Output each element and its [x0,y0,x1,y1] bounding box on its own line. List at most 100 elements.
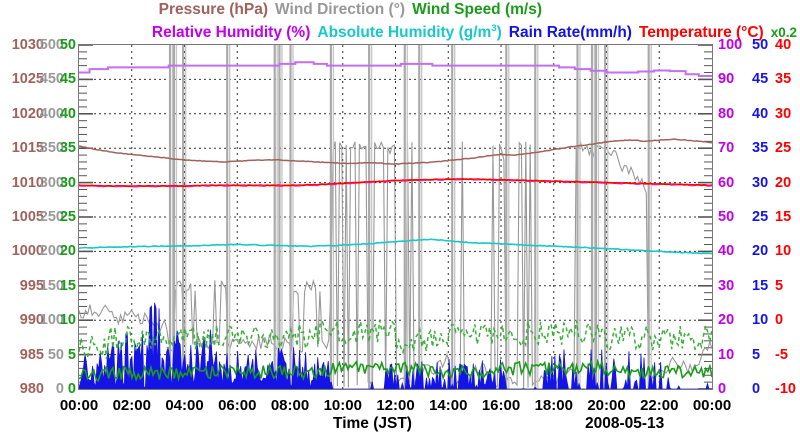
left-axis-pressure-tick: 980 [19,380,44,397]
right-axis-temperature-tick: 10 [775,243,792,260]
legend-absolute-humidity-text: Absolute Humidity (g/m [317,24,492,42]
x-axis-tick: 22:00 [640,397,679,414]
right-axis-relative_humidity-tick: 100 [718,36,743,53]
left-axis-pressure-tick: 1000 [11,243,44,260]
left-axis-wind_direction-tick: 150 [39,277,64,294]
right-axis-rain_rate-tick: 45 [752,71,769,88]
left-axis-wind_direction-tick: 200 [39,243,64,260]
left-axis-wind_speed-tick: 5 [67,346,76,363]
x-axis-tick: 06:00 [218,397,257,414]
left-axis-wind_direction-tick: 0 [55,380,64,397]
legend-relative-humidity: Relative Humidity (%) [151,24,311,42]
plot-area [78,44,713,390]
right-axis-temperature-tick: 25 [775,139,792,156]
left-axis-wind_direction-tick: 50 [47,346,64,363]
x-axis-tick: 04:00 [165,397,204,414]
x-axis-tick: 00:00 [692,397,732,414]
legend-pressure: Pressure (hPa) [158,1,269,18]
x-axis-date: 2008-05-13 [585,415,665,432]
right-axis-rain_rate-tick: 40 [752,105,769,122]
right-axis-relative_humidity-tick: 50 [718,208,735,225]
series-wind-direction [79,140,712,389]
legend-temperature: Temperature (°C) [638,24,764,42]
left-axis-wind_direction-tick: 400 [39,105,64,122]
left-axis-pressure-tick: 1015 [11,139,44,156]
left-axis-pressure-tick: 1020 [11,105,44,122]
left-axis-pressure-tick: 1005 [11,208,44,225]
right-axis-relative_humidity-tick: 60 [718,174,735,191]
x-axis-tick: 20:00 [587,397,626,414]
right-axis-rain_rate-tick: 15 [752,277,769,294]
legend-absolute-humidity: Absolute Humidity (g/m3) [317,19,501,42]
x-axis-tick: 02:00 [112,397,151,414]
x-axis-tick: 10:00 [323,397,362,414]
right-axis-relative_humidity-tick: 70 [718,139,735,156]
x-axis-tick: 12:00 [376,397,415,414]
legend-absolute-humidity-tail: ) [496,24,502,42]
left-axis-wind_direction-tick: 500 [39,36,64,53]
right-axis-relative_humidity-tick: 20 [718,311,735,328]
right-axis-temperature-tick: 0 [775,311,784,328]
right-axis-temperature-tick: 30 [775,105,792,122]
left-axis-wind_speed-tick: 0 [67,380,76,397]
left-axis-wind_speed-tick: 30 [59,174,76,191]
right-axis-rain_rate-tick: 50 [752,36,769,53]
right-axis-rain_rate-tick: 35 [752,139,769,156]
left-axis-pressure-tick: 990 [19,311,44,328]
series-wind-gust [79,320,712,360]
x-axis-tick: 14:00 [429,397,468,414]
right-axis-temperature-tick: -5 [775,346,788,363]
left-axis-wind_speed-tick: 25 [59,208,76,225]
x-axis-tick: 08:00 [270,397,310,414]
right-axis-temperature-tick: 35 [775,71,792,88]
left-axis-wind_speed-tick: 10 [59,311,76,328]
legend-rain-rate: Rain Rate(mm/h) [508,24,632,42]
plot-svg [79,45,712,389]
left-axis-wind_direction-tick: 100 [39,311,64,328]
legend-absolute-humidity-exponent: 3 [491,23,497,34]
left-axis-wind_speed-tick: 20 [59,243,76,260]
right-axis-temperature-tick: 20 [775,174,792,191]
x-axis-tick: 18:00 [534,397,573,414]
right-axis-relative_humidity-tick: 80 [718,105,735,122]
left-axis-wind_speed-tick: 45 [59,71,76,88]
left-axis-wind_speed-tick: 15 [59,277,76,294]
legend-scale-note: x0.2 [770,25,797,41]
x-axis-tick: 16:00 [481,397,521,414]
x-axis-tick: 00:00 [59,397,99,414]
series-absolute-humidity [79,238,712,255]
chart-legend: Pressure (hPa) Wind Direction (°) Wind S… [0,0,800,41]
right-axis-temperature-tick: 15 [775,208,792,225]
right-axis-rain_rate-tick: 20 [752,243,769,260]
left-axis-wind_speed-tick: 50 [59,36,76,53]
x-axis-title: Time (JST) [333,415,412,432]
left-axis-pressure-tick: 985 [19,346,44,363]
right-axis-relative_humidity-tick: 90 [718,71,735,88]
series-wind-speed [79,358,712,383]
right-axis-rain_rate-tick: 30 [752,174,769,191]
legend-wind-speed: Wind Speed (m/s) [412,1,542,18]
right-axis-rain_rate-tick: 5 [752,346,761,363]
legend-wind-direction: Wind Direction (°) [275,1,406,18]
right-axis-temperature-tick: 5 [775,277,784,294]
right-axis-relative_humidity-tick: 0 [718,380,727,397]
left-axis-wind_speed-tick: 40 [59,105,76,122]
series-temperature [79,178,712,188]
legend-row-1: Pressure (hPa) Wind Direction (°) Wind S… [0,0,800,19]
left-axis-wind_direction-tick: 450 [39,71,64,88]
right-axis-temperature-tick: -10 [775,380,796,397]
right-axis-temperature-tick: 40 [775,36,792,53]
right-axis-rain_rate-tick: 10 [752,311,769,328]
series-pressure [79,138,712,165]
legend-row-2: Relative Humidity (%) Absolute Humidity … [0,19,800,41]
left-axis-pressure-tick: 1010 [11,174,44,191]
left-axis-pressure-tick: 1025 [11,71,44,88]
right-axis-relative_humidity-tick: 30 [718,277,735,294]
right-axis-rain_rate-tick: 0 [752,380,761,397]
left-axis-pressure-tick: 995 [19,277,44,294]
left-axis-wind_direction-tick: 300 [39,174,64,191]
left-axis-wind_speed-tick: 35 [59,139,76,156]
left-axis-pressure-tick: 1030 [11,36,44,53]
right-axis-relative_humidity-tick: 40 [718,243,735,260]
